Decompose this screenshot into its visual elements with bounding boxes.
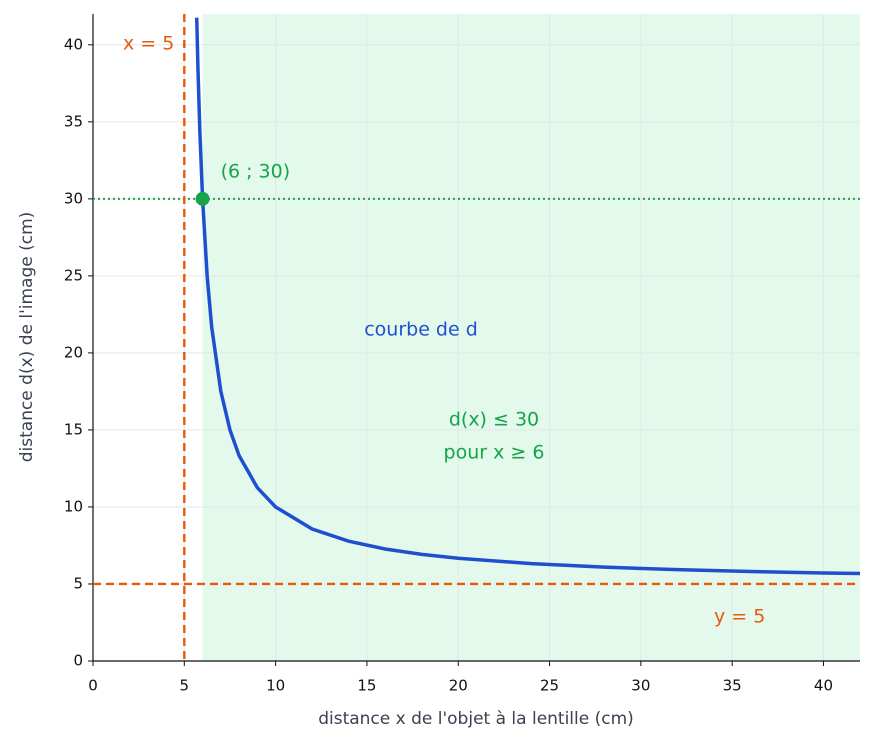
y-tick-label: 40	[64, 35, 83, 53]
x-tick-label: 15	[357, 677, 376, 695]
x-tick-label: 10	[266, 677, 285, 695]
curve	[194, 17, 860, 576]
x-tick-label: 5	[180, 677, 190, 695]
region-label: pour x ≥ 6	[444, 442, 545, 464]
x-axis-label: distance x de l'objet à la lentille (cm)	[318, 709, 634, 729]
asymptote-label: y = 5	[714, 605, 765, 627]
region-label: d(x) ≤ 30	[449, 409, 539, 431]
y-tick-label: 20	[64, 343, 83, 361]
y-tick-label: 0	[73, 652, 83, 670]
x-tick-label: 35	[723, 677, 742, 695]
x-tick-label: 25	[540, 677, 559, 695]
y-tick-label: 15	[64, 420, 83, 438]
y-tick-label: 5	[73, 574, 83, 592]
y-tick-label: 10	[64, 497, 83, 515]
y-axis-label: distance d(x) de l'image (cm)	[17, 212, 37, 463]
asymptote-label: x = 5	[123, 33, 174, 55]
series-label: courbe de d	[364, 319, 478, 341]
x-tick-label: 20	[449, 677, 468, 695]
x-tick-label: 30	[631, 677, 650, 695]
y-tick-label: 30	[64, 189, 83, 207]
y-tick-label: 25	[64, 266, 83, 284]
y-tick-label: 35	[64, 112, 83, 130]
x-tick-label: 0	[88, 677, 98, 695]
point	[195, 191, 210, 206]
point-label: (6 ; 30)	[221, 160, 291, 182]
x-tick-label: 40	[814, 677, 833, 695]
